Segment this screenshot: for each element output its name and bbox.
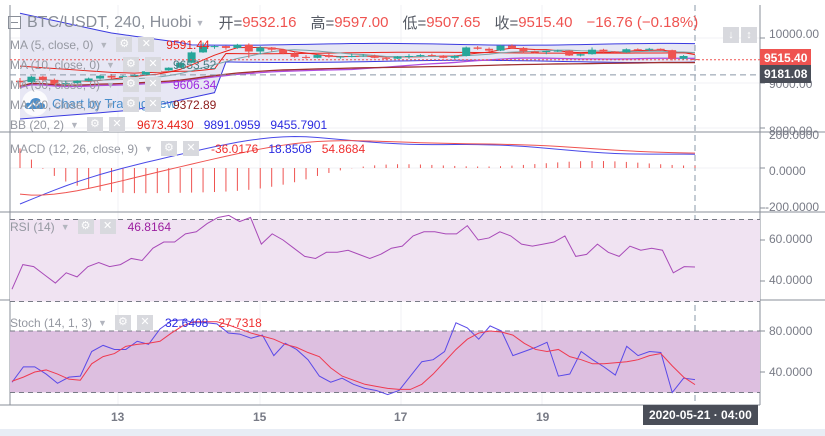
close-value: 9515.40 [518,14,573,31]
chevron-down-icon[interactable]: ▼ [106,59,115,70]
rsi-axis-label: 40.0000 [769,273,813,287]
scroll-to-latest-icon[interactable]: ↓ [723,27,739,43]
time-axis-label: 13 [111,410,125,424]
time-axis-label: 17 [394,410,408,424]
stoch-d-value: 27.7318 [218,315,262,330]
gear-icon[interactable]: ⚙ [122,57,139,72]
ma5-name: MA (5, close, 0) [10,37,94,52]
rsi-axis-label: 60.0000 [769,232,813,246]
macd-line-value: 18.8508 [268,141,312,156]
chevron-down-icon[interactable]: ▼ [144,143,153,154]
macd-axis-label: -200.0000 [765,200,820,214]
legend-ma60[interactable]: MA (60, close, 0) ▼ ⚙ ✕ 9372.89 [10,97,216,112]
open-label: 开= [218,15,243,32]
open-value: 9532.16 [242,14,297,31]
symbol-title[interactable]: BTC/USDT, 240, Huobi [27,13,192,31]
last-price-tag: 9515.40 [760,49,812,67]
legend-ma5[interactable]: MA (5, close, 0) ▼ ⚙ ✕ 9591.44 [10,37,210,52]
chevron-down-icon[interactable]: ▼ [99,39,109,50]
macd-name: MACD (12, 26, close, 9) [10,141,139,156]
ma5-value: 9591.44 [166,37,210,52]
tradingview-cloud-icon [22,90,48,116]
time-axis-label: 19 [536,410,550,424]
price-axis-label: 8000.00 [769,124,813,138]
stoch-axis-label: 80.0000 [769,324,813,338]
macd-axis-label: 0.0000 [769,164,806,178]
gear-icon[interactable]: ⚙ [160,141,177,156]
high-label: 高= [310,15,335,32]
ma30-name: MA (30, close, 0) [10,77,101,92]
bb-name: BB (20, 2) [10,117,65,132]
legend-ma10[interactable]: MA (10, close, 0) ▼ ⚙ ✕ 9653.52 [10,57,216,72]
legend-bb[interactable]: BB (20, 2) ▼ ⚙ ✕ 9673.4430 9891.0959 945… [10,117,327,132]
stoch-axis-label: 40.0000 [769,365,813,379]
close-icon[interactable]: ✕ [136,315,153,330]
macd-axis-label: 200.0000 [769,128,820,142]
low-value: 9507.65 [426,14,481,31]
gear-icon[interactable]: ⚙ [86,117,103,132]
rsi-name: RSI (14) [10,219,55,234]
chevron-down-icon[interactable]: ▼ [60,221,70,232]
close-icon[interactable]: ✕ [144,77,161,92]
chevron-down-icon[interactable]: ▼ [106,79,115,90]
legend-rsi[interactable]: RSI (14) ▼ ⚙ ✕ 46.8164 [10,219,171,234]
stoch-k-value: 32.6408 [164,315,209,330]
ma60-value: 9372.89 [172,97,217,112]
macd-signal-value: 54.8684 [321,141,366,156]
close-icon[interactable]: ✕ [138,37,155,52]
symbol-header: BTC/USDT, 240, Huobi ▼ 开= 9532.16 高= 959… [8,12,698,33]
gear-icon[interactable]: ⚙ [122,97,139,112]
ma10-value: 9653.52 [172,57,217,72]
rsi-value: 46.8164 [127,219,171,234]
close-icon[interactable]: ✕ [182,141,199,156]
bb-upper-value: 9891.0959 [203,117,261,132]
close-icon[interactable]: ✕ [108,117,125,132]
time-axis-label: 15 [253,410,267,424]
gear-icon[interactable]: ⚙ [77,219,94,234]
chevron-down-icon[interactable]: ▼ [98,317,107,328]
crosshair-price-tag: 9181.08 [760,65,812,83]
gear-icon[interactable]: ⚙ [116,37,133,52]
legend-stoch[interactable]: Stoch (14, 1, 3) ▼ ⚙ ✕ 32.6408 27.7318 [10,315,262,330]
low-label: 低= [402,15,427,32]
price-axis-label: 10000.00 [769,27,820,41]
high-value: 9597.00 [334,14,389,31]
close-icon[interactable]: ✕ [99,219,116,234]
collapse-legend-icon[interactable] [8,16,21,29]
bb-lower-value: 9455.7901 [270,117,328,132]
macd-hist-value: -36.0176 [210,141,259,156]
chevron-down-icon[interactable]: ▼ [106,99,115,110]
gear-icon[interactable]: ⚙ [114,315,131,330]
close-icon[interactable]: ✕ [144,97,161,112]
crosshair-time-tag: 2020-05-21 · 04:00 [643,405,758,425]
close-label: 收= [494,15,519,32]
gear-icon[interactable]: ⚙ [122,77,139,92]
chevron-down-icon[interactable]: ▼ [195,17,205,28]
auto-scale-icon[interactable]: ↕ [741,27,757,43]
ma30-value: 9606.34 [172,77,217,92]
change-value: −16.76 (−0.18%) [586,14,699,31]
bb-basis-value: 9673.4430 [136,117,194,132]
ma10-name: MA (10, close, 0) [10,57,101,72]
close-icon[interactable]: ✕ [144,57,161,72]
chevron-down-icon[interactable]: ▼ [70,119,79,130]
legend-ma30[interactable]: MA (30, close, 0) ▼ ⚙ ✕ 9606.34 [10,77,216,92]
stoch-name: Stoch (14, 1, 3) [10,315,93,330]
legend-macd[interactable]: MACD (12, 26, close, 9) ▼ ⚙ ✕ -36.0176 1… [10,141,365,156]
ma60-name: MA (60, close, 0) [10,97,101,112]
